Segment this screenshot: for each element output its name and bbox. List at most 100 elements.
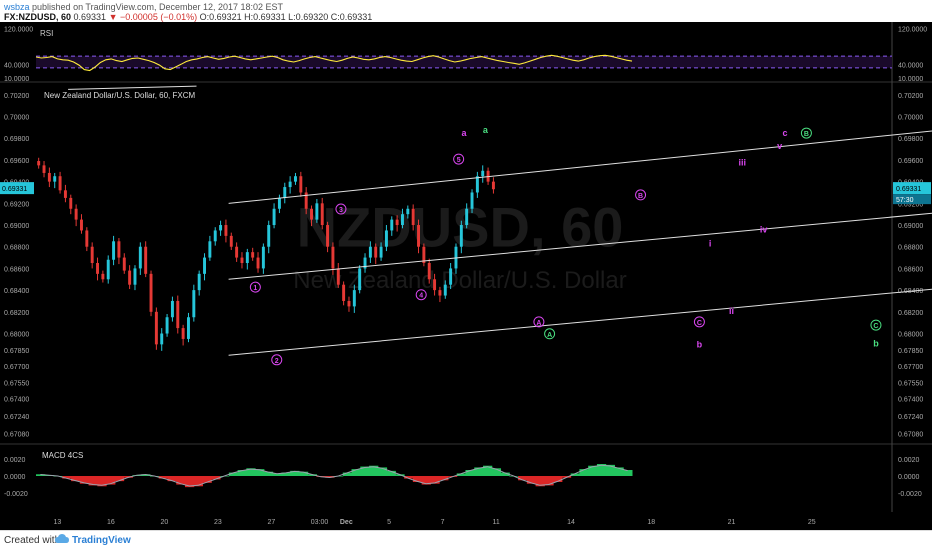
up-candle bbox=[363, 253, 367, 273]
macd-bar-negative bbox=[430, 476, 440, 484]
price-right-tick-label: 0.68800 bbox=[898, 245, 923, 252]
candle-body bbox=[288, 181, 292, 188]
down-candle bbox=[336, 263, 340, 288]
candle-body bbox=[443, 284, 447, 296]
candle-body bbox=[176, 300, 180, 329]
up-candle bbox=[261, 243, 265, 274]
price-right-tick-label: 0.69200 bbox=[898, 201, 923, 208]
down-candle bbox=[58, 171, 62, 194]
macd-bar-positive bbox=[290, 470, 300, 476]
up-candle bbox=[459, 220, 463, 254]
tradingview-brand[interactable]: TradingView bbox=[72, 535, 131, 546]
price-right-tick-label: 0.70200 bbox=[898, 93, 923, 100]
candle-body bbox=[294, 176, 297, 182]
candle-body bbox=[90, 246, 94, 263]
candle-body bbox=[395, 219, 399, 226]
time-tick-label: 27 bbox=[268, 519, 276, 526]
macd-bar-positive bbox=[369, 465, 379, 476]
candle-body bbox=[245, 252, 249, 263]
candle-body bbox=[58, 176, 62, 191]
price-left-tick-label: 0.70000 bbox=[4, 115, 29, 122]
wave-label: 5 bbox=[457, 157, 461, 164]
wave-circle bbox=[415, 289, 427, 301]
candle-body bbox=[411, 208, 415, 226]
down-candle bbox=[42, 161, 46, 178]
up-candle bbox=[294, 172, 297, 185]
candle-body bbox=[470, 192, 474, 209]
candle-body bbox=[229, 235, 233, 247]
candle-body bbox=[170, 300, 174, 318]
time-tick-label: 21 bbox=[728, 519, 736, 526]
candle-body bbox=[465, 208, 469, 226]
up-candle bbox=[470, 189, 474, 214]
price-left-tick-label: 0.67400 bbox=[4, 397, 29, 404]
macd-bar-positive bbox=[272, 473, 282, 476]
up-candle bbox=[401, 208, 404, 229]
wave-label: B bbox=[804, 131, 809, 138]
chart-header: wsbza published on TradingView.com, Dece… bbox=[0, 0, 932, 22]
current-price: 0.69331 bbox=[73, 12, 107, 22]
rsi-left-tick-label: 40.0000 bbox=[4, 62, 29, 69]
wave-label: ii bbox=[729, 306, 734, 316]
down-candle bbox=[310, 205, 313, 227]
candle-body bbox=[374, 246, 378, 258]
macd-bar-positive bbox=[465, 470, 475, 476]
candle-body bbox=[433, 279, 437, 291]
candle-body bbox=[326, 225, 330, 247]
candle-body bbox=[37, 161, 41, 166]
price-left-tick-label: 0.67850 bbox=[4, 348, 29, 355]
wave-circle bbox=[635, 189, 647, 201]
wave-label: C bbox=[697, 320, 702, 327]
up-candle bbox=[449, 263, 453, 290]
time-tick-label: 7 bbox=[441, 519, 445, 526]
macd-bar-negative bbox=[439, 476, 449, 481]
wave-circle bbox=[870, 319, 882, 331]
macd-bar-positive bbox=[237, 470, 247, 476]
macd-bar-positive bbox=[307, 474, 317, 476]
macd-bar-positive bbox=[351, 469, 361, 476]
macd-bar-negative bbox=[202, 476, 212, 483]
symbol-label[interactable]: FX:NZDUSD, 60 bbox=[4, 12, 72, 22]
macd-bar-positive bbox=[491, 468, 502, 476]
left-price-label-box bbox=[0, 182, 34, 195]
candle-body bbox=[74, 208, 78, 220]
wave-label: 4 bbox=[419, 293, 423, 300]
rsi-title: RSI bbox=[40, 29, 53, 38]
username-link[interactable]: wsbza bbox=[4, 2, 30, 12]
rsi-band bbox=[36, 56, 892, 68]
wave-circle bbox=[249, 281, 261, 293]
candle-body bbox=[219, 225, 223, 231]
price-right-tick-label: 0.67700 bbox=[898, 364, 923, 371]
price-right-tick-label: 0.69800 bbox=[898, 136, 923, 143]
candle-body bbox=[417, 225, 420, 247]
up-candle bbox=[245, 248, 249, 270]
candle-body bbox=[96, 263, 99, 274]
up-candle bbox=[272, 203, 276, 229]
macd-left-tick-label: 0.0020 bbox=[4, 457, 26, 464]
candle-body bbox=[208, 241, 212, 258]
wave-label: C bbox=[873, 323, 878, 330]
macd-bar-positive bbox=[263, 471, 274, 476]
symbol-ohlc-line: FX:NZDUSD, 60 0.69331 ▼ −0.00005 (−0.01%… bbox=[4, 12, 372, 22]
candle-body bbox=[224, 225, 228, 236]
wave-label: b bbox=[697, 340, 703, 350]
down-candle bbox=[176, 295, 180, 334]
wave-circle bbox=[335, 203, 347, 215]
down-candle bbox=[117, 238, 121, 265]
price-right-tick-label: 0.67850 bbox=[898, 348, 923, 355]
macd-bar-positive bbox=[281, 472, 291, 476]
price-left-tick-label: 0.67550 bbox=[4, 380, 29, 387]
wave-label: i bbox=[709, 239, 712, 249]
up-candle bbox=[138, 242, 142, 275]
macd-bar-positive bbox=[255, 469, 265, 476]
trend-line bbox=[68, 85, 197, 90]
wave-label: A bbox=[547, 332, 552, 339]
price-left-tick-label: 0.69600 bbox=[4, 158, 29, 165]
macd-bar-negative bbox=[185, 476, 195, 488]
macd-signal-line bbox=[40, 464, 628, 487]
down-candle bbox=[417, 219, 420, 254]
down-candle bbox=[251, 247, 255, 261]
tradingview-cloud-icon bbox=[55, 534, 69, 543]
time-tick-label: 23 bbox=[214, 519, 222, 526]
